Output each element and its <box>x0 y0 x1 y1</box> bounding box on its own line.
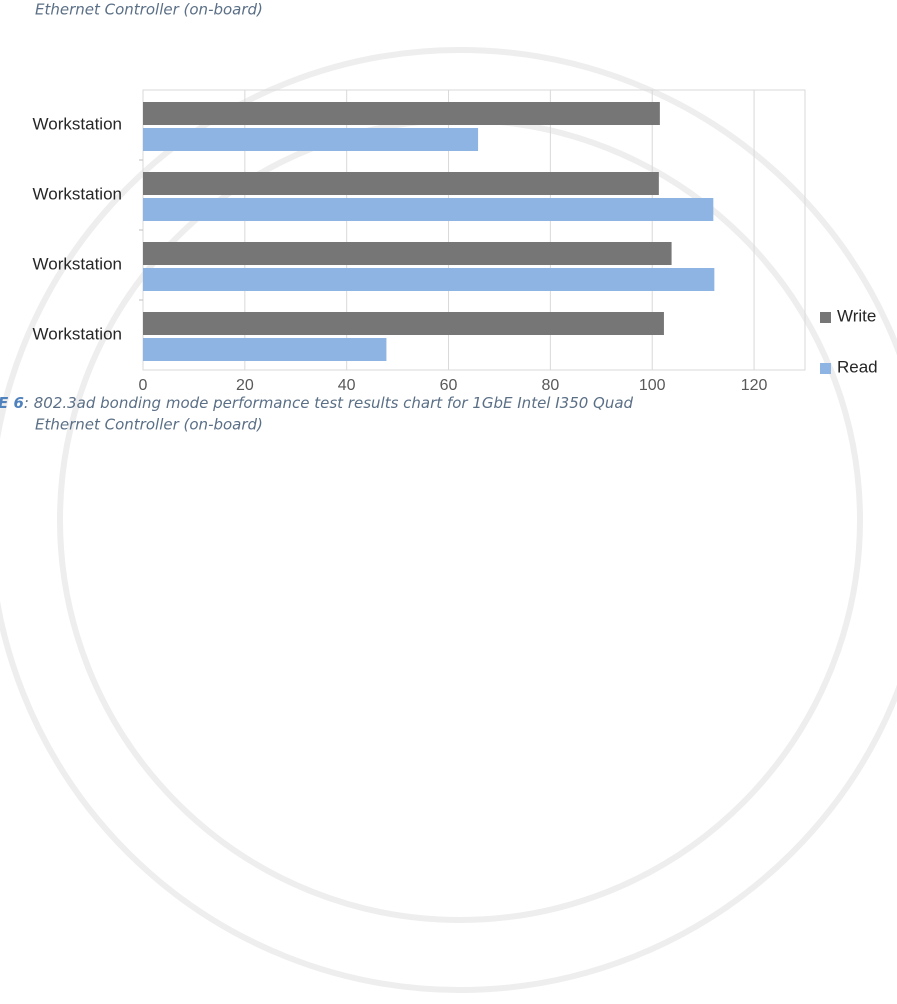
y-tick-label: Workstation <box>33 254 122 273</box>
bar <box>143 268 714 291</box>
y-tick-label: Workstation <box>33 184 122 203</box>
y-tick-label: Workstation <box>33 324 122 343</box>
document: Ethernet Controller (on-board) E 6: 802.… <box>0 0 897 1004</box>
legend-swatch <box>820 363 831 374</box>
caption: Ethernet Controller (on-board) <box>35 1 263 19</box>
page: Ethernet Controller (on-board) E 6: 802.… <box>0 0 897 1004</box>
x-tick-label: 60 <box>440 377 458 394</box>
x-tick-label: 40 <box>338 377 356 394</box>
x-tick-label: 80 <box>541 377 559 394</box>
x-tick-label: 100 <box>639 377 666 394</box>
legend-swatch <box>820 312 831 323</box>
caption-text: : 802.3ad bonding mode performance test … <box>24 394 634 412</box>
bar <box>143 338 386 361</box>
bar <box>143 242 672 265</box>
figure-caption: E 6: 802.3ad bonding mode performance te… <box>0 394 634 412</box>
legend-label: Write <box>837 306 876 325</box>
bar <box>143 102 660 125</box>
x-tick-label: 20 <box>236 377 254 394</box>
bar <box>143 198 713 221</box>
caption: Ethernet Controller (on-board) <box>35 416 263 434</box>
x-tick-label: 0 <box>139 377 148 394</box>
bar <box>143 172 659 195</box>
watermark-ring <box>60 120 860 920</box>
y-tick-label: Workstation <box>33 114 122 133</box>
bar <box>143 312 664 335</box>
x-tick-label: 120 <box>741 377 768 394</box>
legend-label: Read <box>837 357 878 376</box>
figure-label: E 6 <box>0 394 24 412</box>
bar <box>143 128 478 151</box>
